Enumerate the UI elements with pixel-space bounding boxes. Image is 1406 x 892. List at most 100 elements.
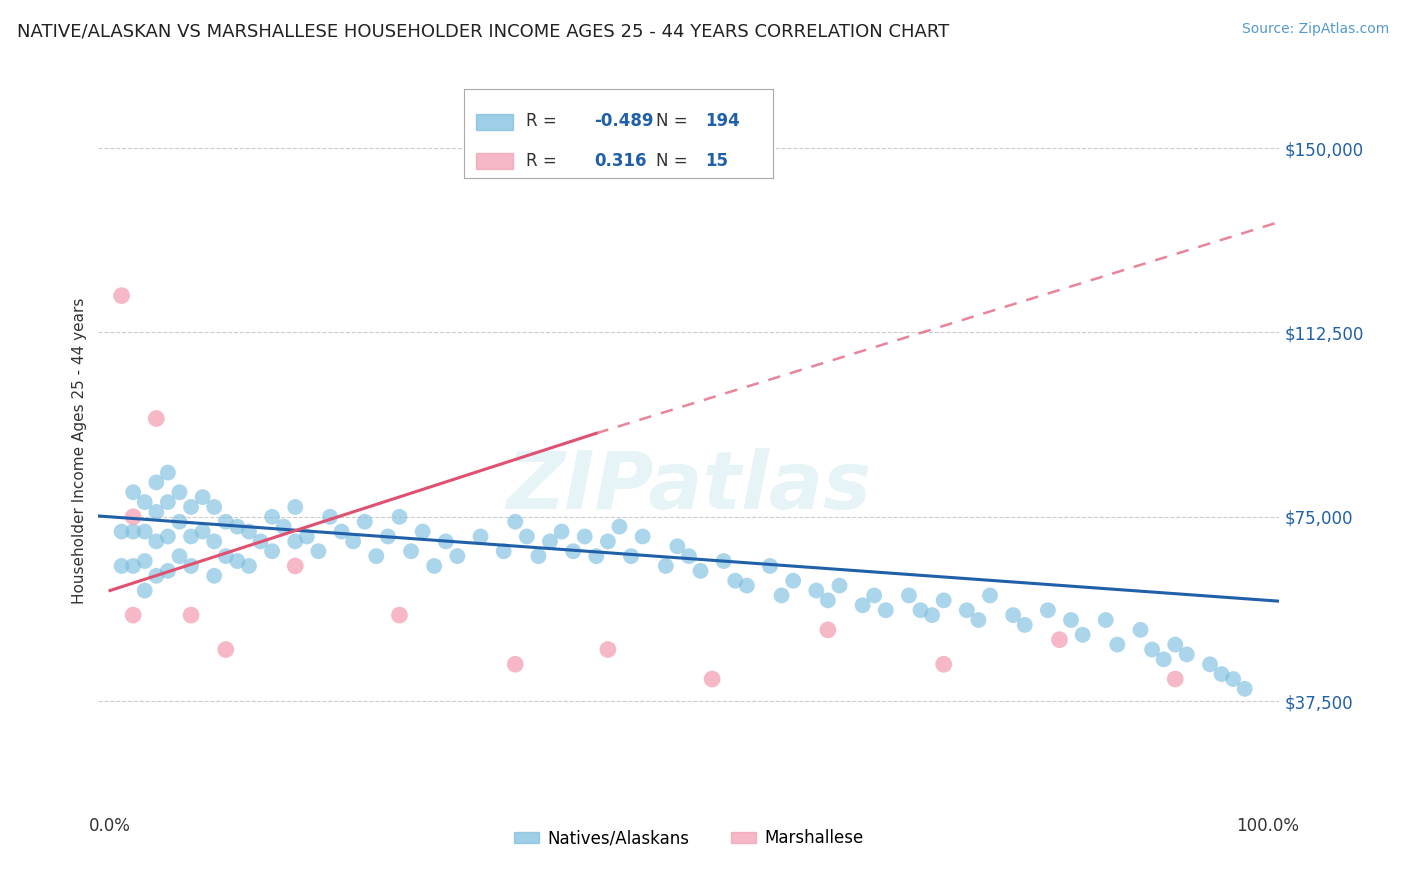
Text: R =: R = <box>526 152 557 169</box>
Point <box>215 549 238 563</box>
Point <box>782 574 804 588</box>
Point <box>1107 638 1129 652</box>
Point <box>1140 642 1163 657</box>
Point <box>169 485 191 500</box>
Point <box>284 534 307 549</box>
Point <box>967 613 990 627</box>
Point <box>238 524 260 539</box>
Point <box>145 534 167 549</box>
Bar <box>477 114 513 130</box>
Point <box>145 411 167 425</box>
Point <box>423 558 446 573</box>
Point <box>1036 603 1059 617</box>
Point <box>134 524 156 539</box>
Point <box>921 608 943 623</box>
Point <box>724 574 747 588</box>
Point <box>759 558 782 573</box>
Text: N =: N = <box>655 112 688 130</box>
Point <box>412 524 434 539</box>
Point <box>388 509 411 524</box>
Point <box>620 549 643 563</box>
Point <box>191 524 214 539</box>
Point <box>446 549 468 563</box>
Point <box>609 519 631 533</box>
Point <box>180 608 202 623</box>
Point <box>538 534 561 549</box>
Point <box>516 529 538 543</box>
Point <box>1164 672 1187 686</box>
Point <box>202 500 225 514</box>
Point <box>202 569 225 583</box>
Point <box>134 495 156 509</box>
Text: R =: R = <box>526 112 557 130</box>
Point <box>238 558 260 573</box>
Point <box>145 505 167 519</box>
Point <box>585 549 607 563</box>
Point <box>319 509 342 524</box>
Point <box>122 558 145 573</box>
Point <box>574 529 596 543</box>
Point <box>503 515 526 529</box>
Y-axis label: Householder Income Ages 25 - 44 years: Householder Income Ages 25 - 44 years <box>72 297 87 604</box>
Point <box>180 500 202 514</box>
Point <box>169 515 191 529</box>
Point <box>156 466 179 480</box>
Point <box>689 564 711 578</box>
Point <box>828 579 851 593</box>
Point <box>145 569 167 583</box>
Point <box>110 524 132 539</box>
Point <box>134 583 156 598</box>
Point <box>215 515 238 529</box>
Point <box>202 534 225 549</box>
Text: Source: ZipAtlas.com: Source: ZipAtlas.com <box>1241 22 1389 37</box>
Point <box>1129 623 1152 637</box>
Point <box>492 544 515 558</box>
Point <box>226 554 249 568</box>
Point <box>666 539 689 553</box>
Point <box>284 500 307 514</box>
Point <box>979 589 1001 603</box>
Point <box>527 549 550 563</box>
Point <box>180 529 202 543</box>
Point <box>215 642 238 657</box>
Point <box>156 564 179 578</box>
Point <box>1071 628 1094 642</box>
Point <box>262 544 284 558</box>
Point <box>770 589 793 603</box>
Point <box>550 524 572 539</box>
Point <box>806 583 828 598</box>
Point <box>1199 657 1222 672</box>
Point <box>249 534 271 549</box>
Point <box>284 558 307 573</box>
Point <box>134 554 156 568</box>
Point <box>1211 667 1233 681</box>
Point <box>366 549 388 563</box>
Point <box>399 544 422 558</box>
Point <box>470 529 492 543</box>
Point <box>1060 613 1083 627</box>
Point <box>1014 618 1036 632</box>
Point <box>910 603 932 617</box>
Point <box>713 554 735 568</box>
Point <box>145 475 167 490</box>
Point <box>1094 613 1116 627</box>
Text: 194: 194 <box>706 112 740 130</box>
Point <box>817 623 839 637</box>
Point <box>631 529 654 543</box>
Point <box>863 589 886 603</box>
Legend: Natives/Alaskans, Marshallese: Natives/Alaskans, Marshallese <box>508 822 870 854</box>
Point <box>434 534 457 549</box>
Point <box>503 657 526 672</box>
Text: NATIVE/ALASKAN VS MARSHALLESE HOUSEHOLDER INCOME AGES 25 - 44 YEARS CORRELATION : NATIVE/ALASKAN VS MARSHALLESE HOUSEHOLDE… <box>17 22 949 40</box>
Point <box>377 529 399 543</box>
Point <box>562 544 585 558</box>
Point <box>307 544 329 558</box>
Point <box>1153 652 1175 666</box>
Point <box>388 608 411 623</box>
Point <box>932 593 955 607</box>
Point <box>110 558 132 573</box>
Point <box>122 524 145 539</box>
Point <box>817 593 839 607</box>
Text: 15: 15 <box>706 152 728 169</box>
Point <box>852 599 875 613</box>
